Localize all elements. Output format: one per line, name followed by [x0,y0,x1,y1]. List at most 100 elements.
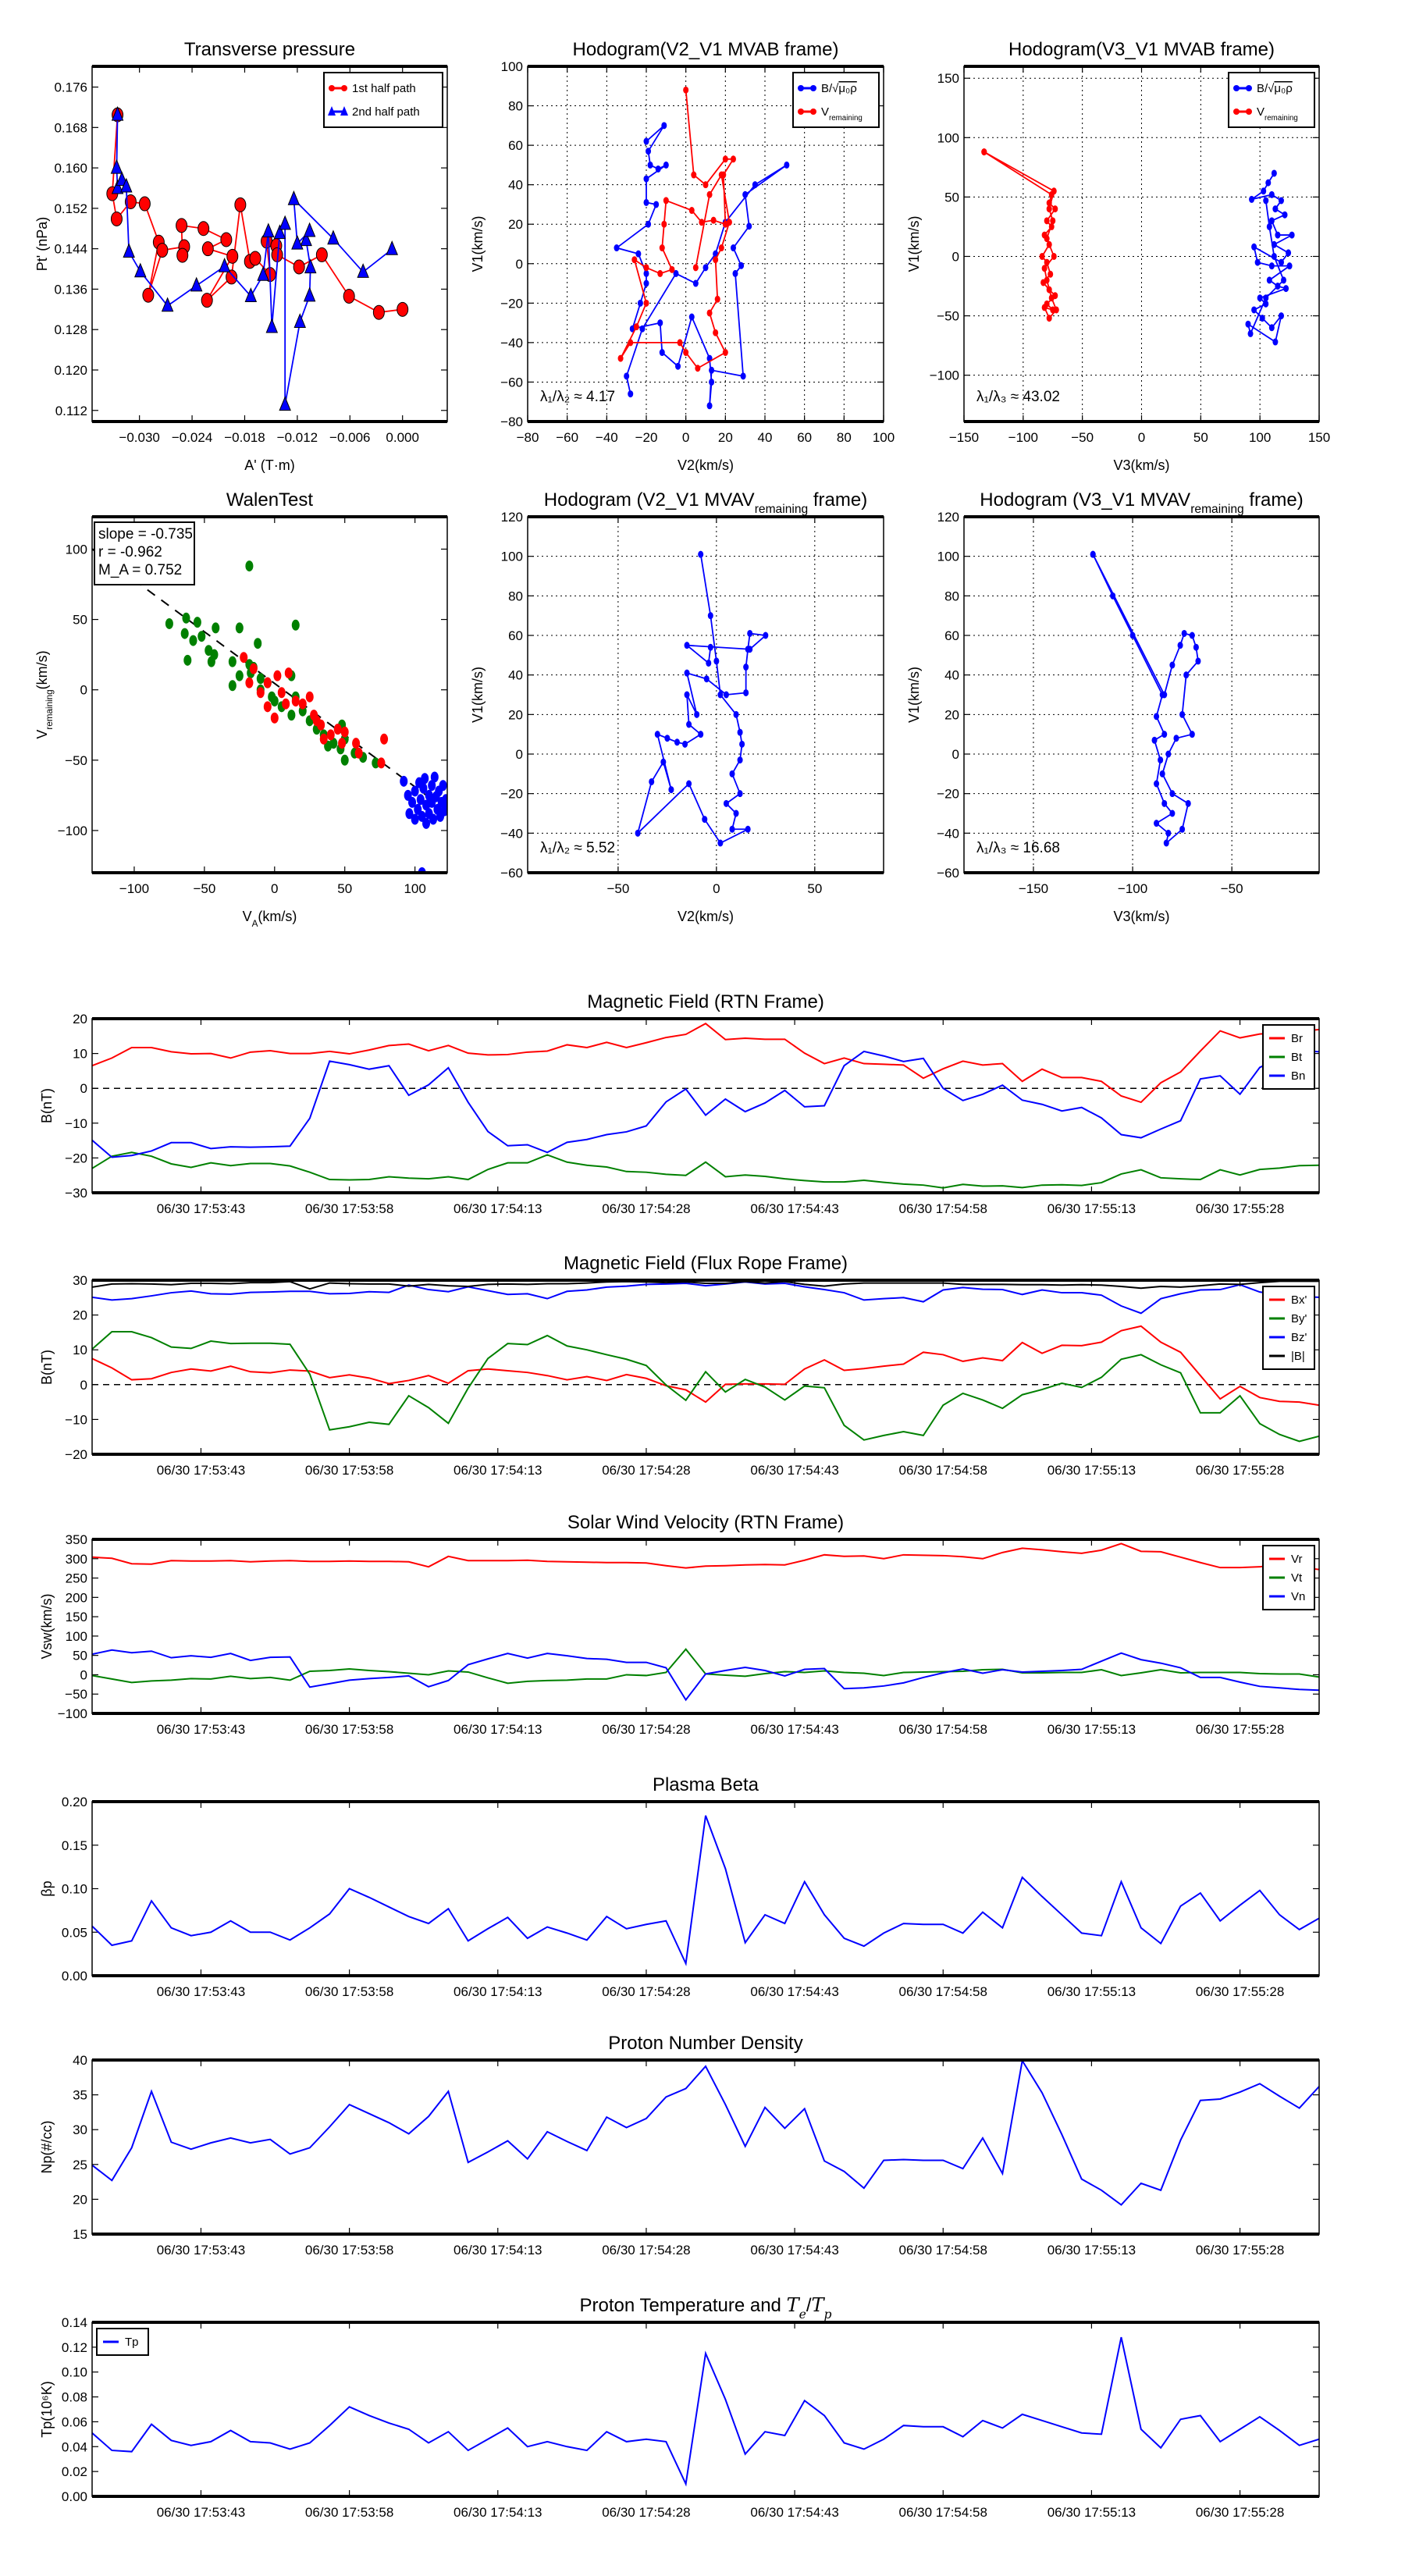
data-point [740,372,746,380]
data-point [706,190,713,198]
data-point [319,733,328,745]
series-line [92,1151,1319,1189]
data-point [1154,713,1160,720]
data-point [165,617,173,629]
data-point [124,194,137,209]
data-point [190,276,203,292]
plot-area [92,2336,1319,2487]
data-point [691,171,697,179]
x-tick-label: 06/30 17:55:13 [1048,2505,1136,2520]
y-axis-label: B(nT) [39,1088,55,1123]
x-tick-label: 06/30 17:55:28 [1196,1201,1284,1216]
x-tick-label: −150 [949,430,979,445]
legend-marker [1233,85,1240,91]
series-Bn [92,1049,1319,1158]
text-part: remaining [44,689,55,729]
data-point [713,256,719,264]
y-tick-label: 60 [508,628,523,643]
y-tick-label: 0.15 [62,1838,87,1853]
x-tick-label: 06/30 17:54:28 [602,1463,690,1478]
y-tick-label: 20 [508,707,523,722]
data-point [654,731,660,738]
data-point [713,657,720,665]
chart-panel-4: Hodogram (V2_V1 MVAVremaining frame) −50 0… [470,489,884,924]
data-point [739,740,745,748]
fit-stat: M_A = 0.752 [98,562,182,578]
plot-area [635,550,769,847]
data-point [702,264,709,272]
data-point [1161,731,1168,738]
x-tick-label: −0.024 [172,430,212,445]
data-point [257,265,269,281]
chart-panel-2: Hodogram(V3_V1 MVAB frame) −150 −100 −50 0 50… [906,39,1330,473]
legend-marker [328,106,336,116]
data-point [218,257,231,272]
text-part: e [799,2307,806,2322]
data-point [291,619,300,631]
data-point [1189,632,1195,639]
data-point [1263,294,1269,302]
data-point [220,232,233,247]
y-tick-label: 0.136 [54,282,87,297]
data-point [733,809,739,817]
data-point [265,318,279,333]
chart-panel-0: Transverse pressure −0.030 −0.024 −0.018 −0.… [34,39,448,473]
y-axis-label: Pt' (nPa) [34,217,50,271]
data-point [226,269,238,285]
data-point [244,287,258,302]
x-tick-label: 0 [713,881,720,896]
y-tick-label: −20 [937,787,959,802]
data-point [683,86,689,94]
data-point [123,243,135,258]
data-point [1263,300,1269,308]
plot-area [92,1815,1319,1966]
plot-area [92,548,447,873]
data-point [752,181,758,189]
data-point [737,790,743,798]
y-tick-label: 30 [73,2122,87,2137]
data-point [675,362,681,370]
y-axis-label: V1(km/s) [470,667,486,723]
x-tick-label: 06/30 17:53:58 [305,1722,393,1737]
data-point [684,691,690,699]
series-Bz [92,1281,1319,1315]
x-tick-label: 100 [873,430,895,445]
data-point [304,258,317,274]
series-line [92,1331,1319,1443]
y-tick-label: 20 [73,1308,87,1323]
x-tick-label: 06/30 17:54:13 [454,2505,542,2520]
x-tick-label: 06/30 17:54:13 [454,1201,542,1216]
legend: B/√μ₀ρ Vremaining [1228,72,1315,128]
y-tick-label: 0 [516,257,523,272]
data-point [737,756,743,764]
y-tick-label: 0.02 [62,2464,87,2479]
chart-title: Hodogram(V2_V1 MVAB frame) [572,39,838,60]
data-point [270,696,279,707]
legend-box [1228,72,1315,128]
text-part: remaining [829,114,863,123]
chart-title: Plasma Beta [653,1774,759,1795]
chart-title: Transverse pressure [184,39,355,60]
y-tick-label: 0 [952,249,959,264]
data-point [1179,825,1186,833]
x-tick-label: 06/30 17:54:58 [899,1201,987,1216]
data-point [657,269,663,277]
y-tick-label: 60 [944,628,959,643]
data-point [1179,710,1186,718]
y-tick-label: −50 [937,309,959,324]
y-tick-label: 0.112 [55,404,87,418]
data-point [193,617,201,628]
data-point [692,279,699,287]
data-point [643,137,649,145]
chart-title: Magnetic Field (Flux Rope Frame) [564,1253,848,1274]
x-tick-label: −150 [1019,881,1048,896]
data-point [429,813,438,825]
data-point [1048,294,1055,302]
legend-label: Vremaining [821,105,863,123]
data-point [303,286,316,302]
y-tick-label: 0.160 [54,161,87,176]
data-point [1275,283,1281,290]
data-point [1041,265,1048,272]
x-tick-label: 06/30 17:53:58 [305,1984,393,1999]
